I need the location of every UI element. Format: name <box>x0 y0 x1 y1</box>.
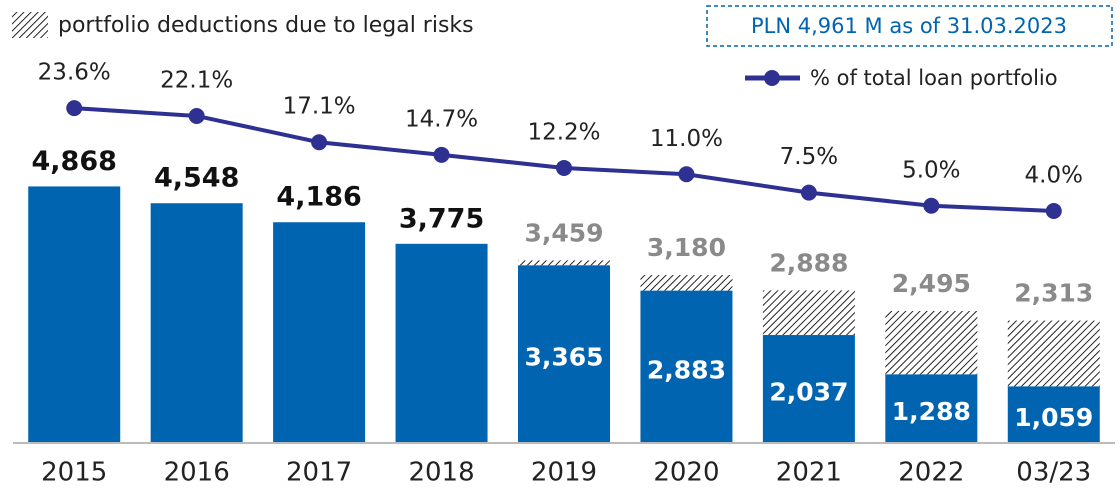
bar <box>395 243 488 442</box>
line-value-label: 14.7% <box>405 106 478 132</box>
line-marker <box>1045 203 1062 219</box>
x-tick-label: 2022 <box>898 458 964 488</box>
legend-marker <box>764 70 780 86</box>
annotation: PLN 4,961 M as of 31.03.2023 <box>751 14 1067 38</box>
hatched-segment <box>885 311 978 375</box>
line-value-label: 11.0% <box>650 126 723 152</box>
line-marker <box>311 134 328 151</box>
bar-value-label: 1,288 <box>892 397 971 426</box>
bar <box>273 222 366 442</box>
bar-value-label: 3,775 <box>399 203 484 234</box>
bar <box>762 335 855 442</box>
line-value-label: 5.0% <box>902 157 960 183</box>
bar <box>640 290 733 442</box>
total-value-label: 3,180 <box>647 233 726 262</box>
total-value-label: 2,888 <box>769 248 848 277</box>
line-marker <box>433 146 450 163</box>
bar-value-label: 4,868 <box>32 146 117 177</box>
line-value-label: 4.0% <box>1025 163 1083 189</box>
legend-label: % of total loan portfolio <box>810 66 1058 90</box>
line-marker <box>188 107 205 124</box>
bar-value-label: 2,037 <box>769 378 848 407</box>
x-tick-label: 03/23 <box>1016 458 1091 488</box>
line-value-label: 22.1% <box>160 67 233 93</box>
bar-value-label: 3,365 <box>524 343 603 372</box>
bar <box>28 186 121 442</box>
legend-label: portfolio deductions due to legal risks <box>58 13 474 38</box>
legend-swatch <box>12 12 48 38</box>
x-tick-label: 2019 <box>531 458 597 488</box>
x-tick-label: 2015 <box>41 458 107 488</box>
hatched-segment <box>762 290 855 336</box>
line-value-label: 23.6% <box>38 60 111 86</box>
line-marker <box>66 100 83 117</box>
line-value-label: 12.2% <box>527 119 600 145</box>
x-tick-label: 2016 <box>164 458 230 488</box>
annotation-box <box>706 5 1113 47</box>
line-marker <box>678 166 695 183</box>
bar <box>1007 386 1100 442</box>
bar <box>518 265 610 442</box>
total-value-label: 3,459 <box>524 218 603 247</box>
bar-value-label: 4,548 <box>154 163 239 194</box>
total-value-label: 2,495 <box>892 269 971 298</box>
bar <box>885 374 978 442</box>
line-marker <box>923 197 940 214</box>
bar-value-label: 4,186 <box>276 182 361 213</box>
x-tick-label: 2017 <box>286 458 352 488</box>
line-value-label: 7.5% <box>780 144 838 170</box>
bar <box>150 203 243 442</box>
x-tick-label: 2021 <box>776 458 842 488</box>
bar-value-label: 1,059 <box>1014 403 1093 432</box>
x-tick-label: 2018 <box>408 458 474 488</box>
total-value-label: 2,313 <box>1014 279 1093 308</box>
x-tick-label: 2020 <box>653 458 719 488</box>
line-value-label: 17.1% <box>283 94 356 120</box>
line-marker <box>800 184 817 201</box>
bar-value-label: 2,883 <box>647 355 726 384</box>
hatched-segment <box>1007 320 1100 387</box>
hatched-segment <box>640 275 733 291</box>
hatched-segment <box>518 260 610 266</box>
line-marker <box>556 159 572 176</box>
